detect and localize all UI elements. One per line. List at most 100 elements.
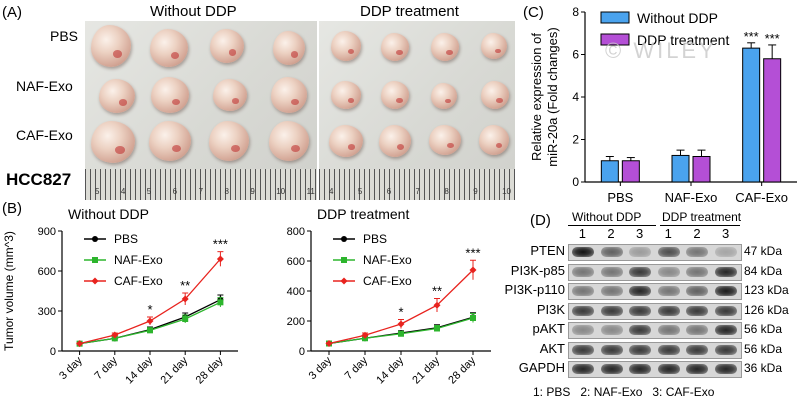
blot-band xyxy=(686,266,708,277)
y-tick-label: 0 xyxy=(50,346,56,358)
y-tick-label: 0 xyxy=(299,346,305,358)
data-point xyxy=(397,320,405,328)
protein-label: AKT xyxy=(539,340,565,356)
ruler-number: 10 xyxy=(502,187,511,196)
legend-marker xyxy=(92,257,98,263)
panel-d-letter: (D) xyxy=(530,212,551,229)
legend-label: NAF-Exo xyxy=(114,253,163,267)
y-axis-label: Tumor volume (mm^3) xyxy=(2,231,16,351)
x-tick-label: 14 day xyxy=(123,354,155,386)
bar xyxy=(742,47,761,183)
significance-mark: *** xyxy=(213,237,228,252)
tumor xyxy=(151,77,189,113)
blot-band xyxy=(657,247,680,257)
panel-a-letter: (A) xyxy=(2,4,22,21)
blot-band xyxy=(572,247,594,257)
legend-label: PBS xyxy=(363,232,387,246)
protein-label: PI3K-p110 xyxy=(504,282,565,297)
blot-band xyxy=(657,344,680,355)
data-point xyxy=(433,301,441,309)
bar xyxy=(621,160,640,183)
chart-title: DDP treatment xyxy=(317,206,409,222)
protein-label: PI3K-p85 xyxy=(510,262,565,278)
x-tick-label: 7 day xyxy=(92,354,120,382)
blot-band xyxy=(629,325,651,335)
blot-band xyxy=(600,247,623,257)
legend-label: CAF-Exo xyxy=(114,274,163,288)
y-tick-label: 900 xyxy=(38,226,56,238)
blot-band xyxy=(629,286,651,296)
tumor xyxy=(429,125,461,155)
x-tick-label: 3 day xyxy=(57,354,85,382)
blot-band xyxy=(686,305,708,316)
ruler-number: 5 xyxy=(146,187,152,196)
tumor xyxy=(431,33,459,61)
blot-band xyxy=(686,364,708,374)
blot-band xyxy=(600,266,623,277)
chart-title: Without DDP xyxy=(68,206,149,222)
protein-label: PI3K xyxy=(536,301,565,317)
blot-group-without-ddp: Without DDP xyxy=(572,210,642,224)
data-point xyxy=(182,316,189,322)
watermark: © WILEY xyxy=(605,38,717,63)
blot-band xyxy=(657,325,680,335)
protein-label: GAPDH xyxy=(518,360,565,375)
group-underline xyxy=(660,225,740,226)
blot-band xyxy=(629,247,651,257)
ruler-number: 7 xyxy=(198,187,204,196)
x-tick-label: NAF-Exo xyxy=(665,190,718,205)
blot-band xyxy=(686,344,708,355)
significance-mark: *** xyxy=(765,31,780,46)
tumor xyxy=(271,77,307,113)
blot-band xyxy=(657,286,680,296)
ruler-number: 11 xyxy=(306,187,315,196)
molecular-weight-label: 123 kDa xyxy=(744,283,789,297)
legend-label: DDP treatment xyxy=(637,32,729,48)
data-point xyxy=(181,295,189,303)
blot-lane-numbers: 1 2 3 1 2 3 xyxy=(568,226,740,241)
bar xyxy=(763,58,782,183)
significance-mark: ** xyxy=(180,278,190,293)
ruler-number: 10 xyxy=(276,187,286,196)
y-axis-label: miR-20a (Fold changes) xyxy=(545,27,560,166)
blot-band xyxy=(600,325,623,335)
y-tick-label: 300 xyxy=(38,306,56,318)
molecular-weight-label: 36 kDa xyxy=(744,361,783,375)
blot-band xyxy=(600,286,623,296)
data-point xyxy=(434,325,440,332)
x-tick-label: PBS xyxy=(607,190,633,205)
ruler-number: 4 xyxy=(120,187,126,196)
blot-band xyxy=(629,305,651,316)
x-tick-label: CAF-Exo xyxy=(735,190,788,205)
ruler-number: 5 xyxy=(357,187,363,196)
blot-band xyxy=(714,266,737,277)
molecular-weight-label: 126 kDa xyxy=(744,302,789,317)
tumor xyxy=(331,81,361,109)
significance-mark: * xyxy=(147,302,152,317)
tumor-photo-ddp-treatment: 4 5 6 7 8 9 10 xyxy=(319,21,515,200)
row-label-naf-exo: NAF-Exo xyxy=(16,78,73,94)
lane-number: 2 xyxy=(693,226,701,241)
y-tick-label: 600 xyxy=(287,256,305,268)
tumor xyxy=(273,31,305,65)
data-point xyxy=(325,340,333,347)
blot-band xyxy=(600,305,623,316)
tumor xyxy=(91,121,135,163)
legend-marker xyxy=(92,236,98,242)
ruler-left: 5 4 5 6 7 8 9 10 11 xyxy=(85,169,317,200)
tumor xyxy=(99,79,135,113)
significance-mark: ** xyxy=(432,284,442,299)
tumor-photo-without-ddp: 5 4 5 6 7 8 9 10 11 xyxy=(85,21,317,200)
ruler-right: 4 5 6 7 8 9 10 xyxy=(319,169,515,200)
y-axis-label: Relative expression of xyxy=(529,33,544,161)
cell-line-label: HCC827 xyxy=(6,170,72,189)
group-underline xyxy=(568,225,656,226)
ruler-number: 5 xyxy=(95,187,100,196)
blot-band xyxy=(629,266,651,277)
legend-marker xyxy=(340,277,348,285)
blot-band xyxy=(714,305,737,316)
lane-legend-footnote: 1: PBS 2: NAF-Exo 3: CAF-Exo xyxy=(533,385,715,399)
bar xyxy=(692,156,711,183)
legend-label: CAF-Exo xyxy=(363,274,412,288)
panel-a-left-title: Without DDP xyxy=(150,3,237,20)
